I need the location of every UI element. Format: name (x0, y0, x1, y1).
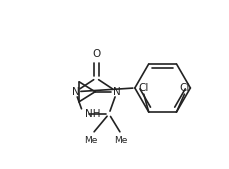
Text: Cl: Cl (138, 83, 148, 93)
Text: N: N (71, 87, 79, 97)
Text: N: N (112, 87, 120, 97)
Text: Me: Me (84, 136, 97, 145)
Text: Cl: Cl (178, 83, 189, 93)
Text: Me: Me (114, 136, 127, 145)
Text: O: O (92, 49, 100, 59)
Text: NH: NH (85, 109, 100, 119)
